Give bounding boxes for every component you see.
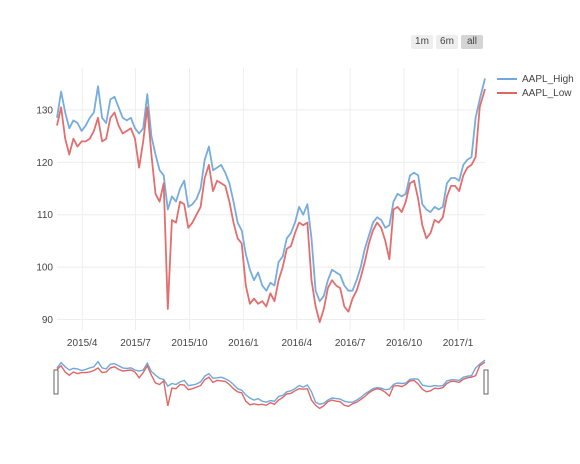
x-tick-label: 2016/4	[282, 338, 313, 349]
x-axis: 2015/4 2015/7 2015/10 2016/1 2016/4 2016/7 201…	[67, 338, 474, 349]
x-tick-label: 2015/10	[171, 338, 208, 349]
legend: AAPL_High AAPL_Low	[497, 74, 574, 99]
series-line-aapl-high[interactable]	[56, 78, 486, 303]
grid	[57, 68, 485, 330]
legend-label-low: AAPL_Low	[522, 88, 572, 99]
plot-area[interactable]	[56, 78, 486, 323]
range-slider-handle-right[interactable]	[483, 369, 489, 395]
y-tick-label: 90	[42, 315, 54, 326]
legend-label-high: AAPL_High	[522, 74, 574, 85]
range-button-1m[interactable]: 1m	[411, 35, 433, 49]
x-tick-label: 2016/1	[228, 338, 259, 349]
x-tick-label: 2016/10	[386, 338, 423, 349]
legend-item-low[interactable]: AAPL_Low	[497, 88, 572, 99]
x-tick-label: 2015/7	[120, 338, 151, 349]
y-tick-label: 100	[36, 263, 53, 274]
y-tick-label: 110	[37, 210, 53, 221]
range-slider-line	[56, 359, 486, 406]
legend-item-high[interactable]: AAPL_High	[497, 74, 574, 85]
x-tick-label: 2015/4	[67, 338, 98, 349]
range-slider-line	[56, 361, 486, 410]
x-tick-label: 2016/7	[335, 338, 366, 349]
range-slider-handle-left[interactable]	[53, 369, 59, 395]
y-axis: 90 100 110 120 130	[36, 105, 53, 326]
range-slider[interactable]	[53, 357, 489, 411]
series-line-aapl-low[interactable]	[56, 88, 486, 323]
range-button-all[interactable]: all	[461, 35, 483, 49]
range-button-6m[interactable]: 6m	[436, 35, 458, 49]
y-tick-label: 120	[36, 158, 53, 169]
x-tick-label: 2017/1	[443, 338, 474, 349]
y-tick-label: 130	[36, 105, 53, 116]
